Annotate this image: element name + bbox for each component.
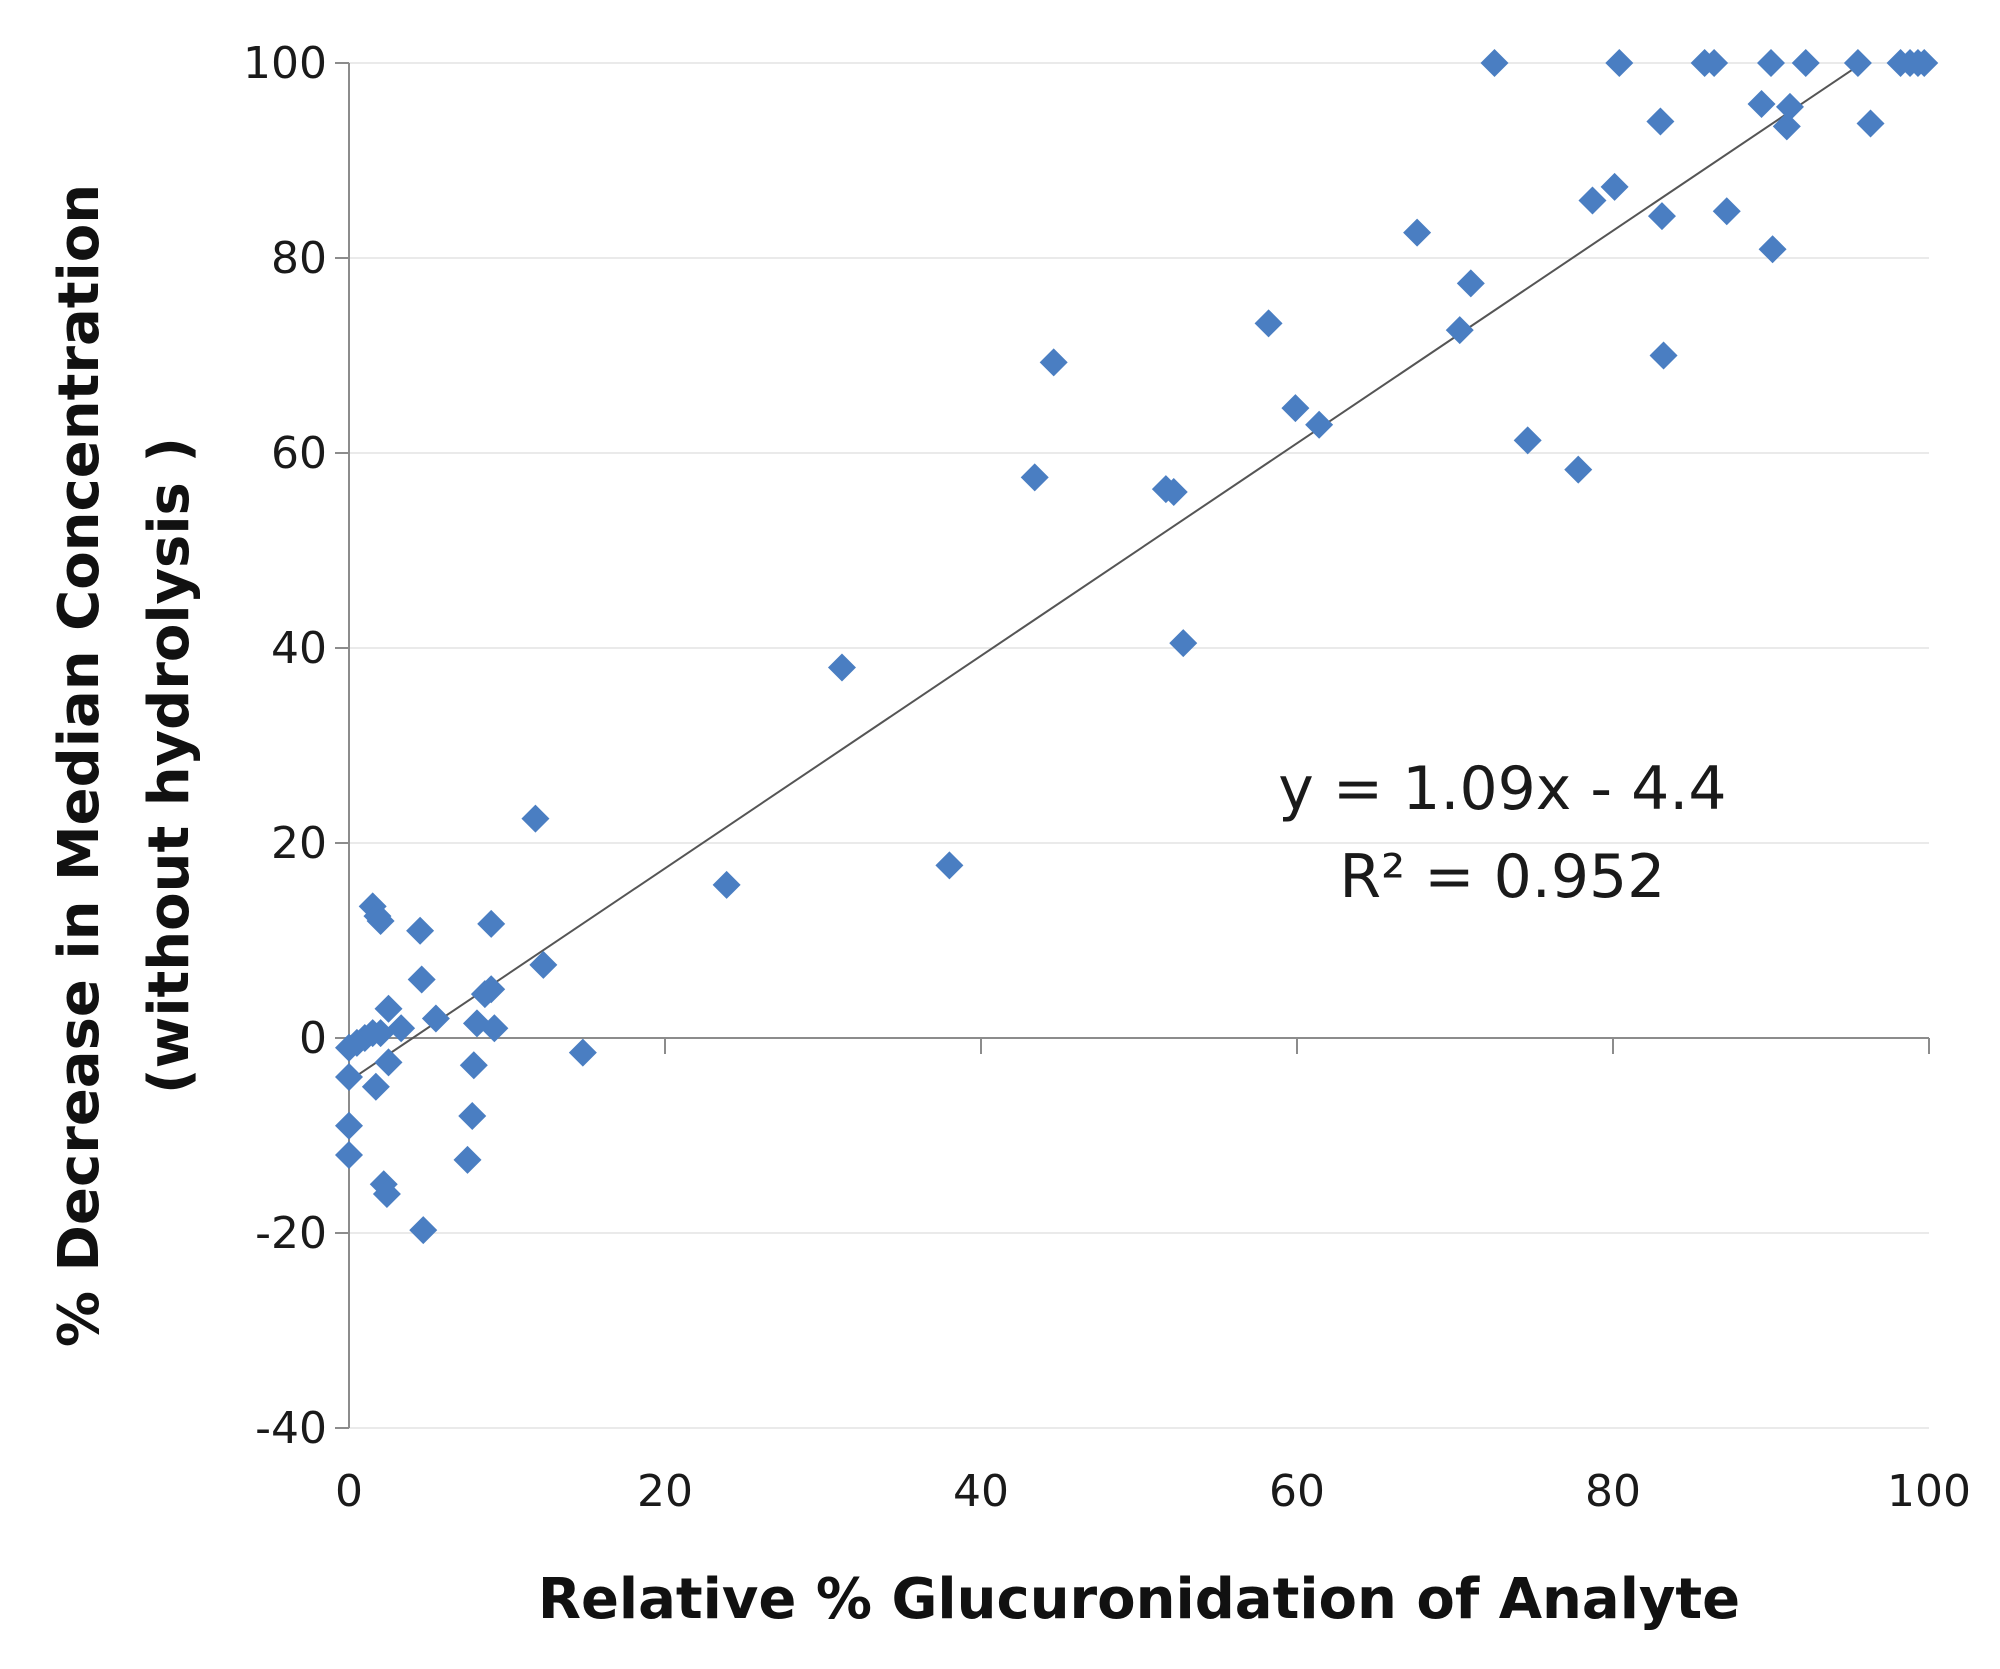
data-point-44 — [1445, 316, 1474, 345]
data-points — [335, 49, 1939, 1245]
y-axis-title-line1: % Decrease in Median Concentration — [47, 184, 112, 1347]
data-point-6 — [335, 1111, 363, 1140]
data-point-14 — [387, 1014, 416, 1043]
data-point-56 — [1700, 49, 1729, 77]
data-point-65 — [1856, 109, 1885, 138]
data-point-57 — [1712, 197, 1741, 226]
data-point-34 — [935, 851, 964, 880]
data-point-40 — [1254, 309, 1283, 338]
y-tick-label-4: 40 — [271, 623, 327, 674]
data-point-45 — [1456, 269, 1485, 298]
x-tick-label-5: 100 — [1887, 1466, 1971, 1517]
data-point-48 — [1564, 455, 1593, 484]
data-point-50 — [1600, 172, 1629, 201]
y-axis-title: % Decrease in Median Concentration (with… — [47, 184, 202, 1347]
data-point-54 — [1649, 341, 1678, 370]
data-point-62 — [1775, 92, 1804, 121]
r-squared-label: R² = 0.952 — [1339, 842, 1665, 912]
data-point-27 — [477, 909, 506, 938]
data-point-13 — [374, 994, 403, 1023]
data-point-53 — [1647, 202, 1676, 231]
trendline — [348, 65, 1859, 1082]
data-point-41 — [1281, 394, 1310, 423]
data-point-18 — [407, 965, 436, 994]
y-tick-label-0: -40 — [255, 1403, 327, 1454]
data-point-69 — [1910, 49, 1939, 77]
data-point-51 — [1605, 49, 1634, 77]
gridlines — [349, 62, 1929, 1429]
data-point-23 — [459, 1051, 488, 1080]
data-point-61 — [1772, 112, 1801, 141]
data-point-10 — [366, 907, 395, 935]
y-tick-label-6: 80 — [271, 233, 327, 284]
regression-equation: y = 1.09x - 4.4 — [1278, 754, 1726, 824]
data-point-29 — [521, 804, 550, 833]
data-point-47 — [1513, 426, 1542, 455]
x-tick-label-4: 80 — [1585, 1466, 1641, 1517]
data-point-52 — [1646, 107, 1675, 136]
data-point-12 — [374, 1048, 403, 1077]
data-point-4 — [366, 1019, 395, 1048]
x-tick-label-0: 0 — [335, 1466, 363, 1517]
data-point-22 — [458, 1102, 487, 1130]
x-tick-label-1: 20 — [637, 1466, 693, 1517]
tick-labels: -40 -20 0 20 40 60 80 100 0 20 40 60 80 100 — [243, 38, 1971, 1517]
x-axis-title: Relative % Glucuronidation of Analyte — [538, 1567, 1740, 1632]
data-point-7 — [335, 1141, 363, 1169]
y-axis-title-line2: (without hydrolysis ) — [137, 437, 202, 1094]
data-point-39 — [1169, 629, 1198, 658]
data-point-49 — [1578, 186, 1607, 215]
trendline-layer — [348, 65, 1859, 1082]
data-point-46 — [1480, 49, 1509, 77]
data-point-38 — [1159, 478, 1188, 506]
data-point-63 — [1791, 49, 1820, 77]
data-point-43 — [1403, 218, 1432, 247]
data-point-26 — [477, 975, 506, 1004]
x-tick-label-3: 60 — [1269, 1466, 1325, 1517]
data-point-33 — [827, 653, 856, 682]
axes — [335, 62, 1930, 1429]
data-point-31 — [568, 1038, 597, 1067]
y-tick-label-1: -20 — [255, 1208, 327, 1259]
y-tick-label-2: 0 — [299, 1013, 327, 1064]
data-point-58 — [1747, 89, 1776, 118]
data-point-35 — [1020, 463, 1049, 492]
data-point-42 — [1305, 410, 1334, 439]
data-point-19 — [421, 1004, 450, 1033]
data-point-16 — [372, 1180, 401, 1208]
data-point-21 — [453, 1145, 482, 1174]
x-tick-label-2: 40 — [953, 1466, 1009, 1517]
data-point-36 — [1039, 348, 1068, 377]
data-point-20 — [409, 1216, 438, 1245]
data-point-32 — [712, 870, 741, 899]
data-point-11 — [361, 1072, 390, 1101]
data-point-60 — [1758, 235, 1787, 264]
data-point-5 — [335, 1063, 363, 1091]
data-point-17 — [406, 916, 435, 945]
y-tick-label-3: 20 — [271, 818, 327, 869]
data-point-64 — [1843, 49, 1872, 77]
y-tick-label-5: 60 — [271, 428, 327, 479]
data-point-59 — [1757, 49, 1785, 77]
y-tick-label-7: 100 — [243, 38, 327, 89]
data-point-30 — [529, 950, 558, 979]
data-point-28 — [480, 1014, 509, 1043]
